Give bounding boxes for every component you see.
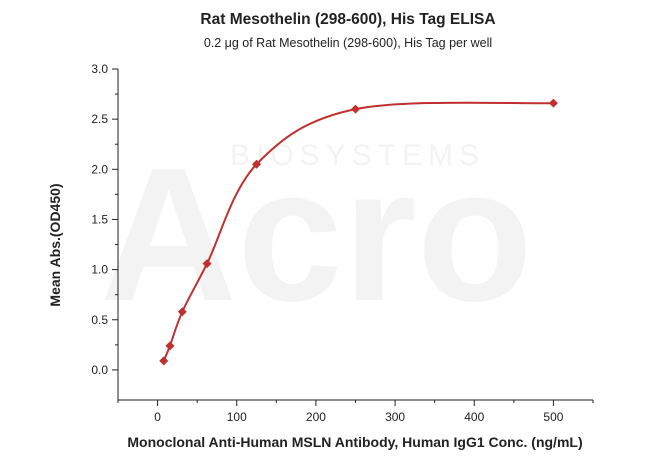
x-tick-label: 400 <box>464 410 484 424</box>
y-axis-ticks: 0.0 0.5 1.0 1.5 2.0 2.5 3.0 <box>91 62 118 377</box>
data-point <box>548 98 558 108</box>
watermark: Acro BIOSYSTEMS <box>100 129 533 341</box>
x-axis-ticks: 0 100 200 300 400 500 <box>117 400 594 424</box>
x-tick-label: 300 <box>385 410 405 424</box>
data-point <box>159 356 169 366</box>
data-point <box>165 341 175 351</box>
data-point <box>202 259 212 269</box>
fit-curve-line <box>162 101 554 362</box>
y-tick-label: 2.5 <box>91 112 108 126</box>
x-tick-label: 500 <box>543 410 563 424</box>
data-point <box>351 104 360 114</box>
x-axis-label: Monoclonal Anti-Human MSLN Antibody, Hum… <box>127 434 582 450</box>
y-tick-label: 0.0 <box>91 363 108 377</box>
x-tick-label: 100 <box>227 410 247 424</box>
y-tick-label: 1.0 <box>91 263 108 277</box>
y-axis-label: Mean Abs.(OD450) <box>47 183 63 306</box>
y-tick-label: 2.0 <box>91 162 108 176</box>
watermark-main: Acro <box>100 129 533 341</box>
chart-title: Rat Mesothelin (298-600), His Tag ELISA <box>200 11 495 28</box>
watermark-sub: BIOSYSTEMS <box>230 139 485 172</box>
y-tick-label: 3.0 <box>91 62 108 76</box>
y-tick-label: 0.5 <box>91 313 108 327</box>
data-point <box>177 307 187 317</box>
data-point <box>252 159 262 169</box>
y-tick-label: 1.5 <box>91 212 108 226</box>
x-tick-label: 200 <box>306 410 326 424</box>
data-points <box>159 98 558 366</box>
x-tick-label: 0 <box>154 410 161 424</box>
chart-subtitle: 0.2 μg of Rat Mesothelin (298-600), His … <box>204 36 492 50</box>
